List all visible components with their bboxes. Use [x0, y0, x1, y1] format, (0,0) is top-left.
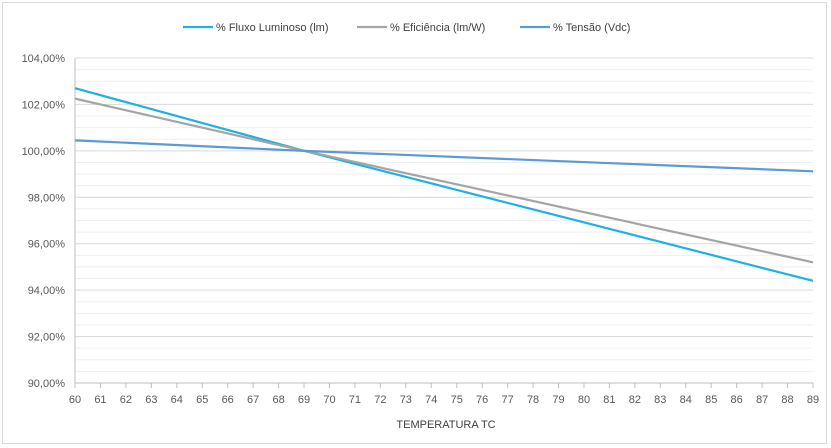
legend: % Fluxo Luminoso (lm) % Eficiência (lm/W)… [183, 22, 630, 34]
x-tick-label: 80 [578, 394, 590, 406]
x-tick-label: 82 [629, 394, 641, 406]
y-tick-label: 100,00% [22, 146, 66, 158]
x-tick-label: 79 [552, 394, 564, 406]
x-tick-label: 74 [425, 394, 437, 406]
legend-entry-label: % Eficiência (lm/W) [390, 22, 485, 34]
x-tick-label: 69 [298, 394, 310, 406]
x-tick-label: 87 [756, 394, 768, 406]
x-tick-label: 81 [603, 394, 615, 406]
y-tick-label: 90,00% [28, 378, 66, 390]
x-tick-label: 65 [196, 394, 208, 406]
y-tick-label: 92,00% [28, 332, 66, 344]
x-tick-label: 76 [476, 394, 488, 406]
axes [74, 58, 813, 384]
x-axis-title: TEMPERATURA TC [396, 419, 495, 431]
x-tick-label: 63 [145, 394, 157, 406]
x-tick-label: 68 [272, 394, 284, 406]
legend-entry-label: % Fluxo Luminoso (lm) [216, 22, 328, 34]
x-tick-label: 75 [451, 394, 463, 406]
x-tick-label: 85 [705, 394, 717, 406]
x-tick-label: 71 [349, 394, 361, 406]
y-tick-label: 104,00% [22, 53, 66, 65]
x-tick-label: 64 [171, 394, 183, 406]
chart-area [2, 2, 827, 444]
y-tick-label: 102,00% [22, 99, 66, 111]
x-tick-label: 77 [501, 394, 513, 406]
x-tick-label: 86 [731, 394, 743, 406]
x-tick-label: 78 [527, 394, 539, 406]
series-line-3 [74, 139, 814, 173]
x-tick-label: 73 [400, 394, 412, 406]
x-tick-label: 61 [94, 394, 106, 406]
x-tick-label: 72 [374, 394, 386, 406]
series-line-2 [74, 97, 814, 264]
series-lines [74, 87, 814, 282]
x-tick-label: 88 [781, 394, 793, 406]
x-axis-ticks: 60 61 62 63 64 65 66 67 68 69 70 71 72 73 74 75 76 77 78 79… [69, 383, 819, 406]
y-tick-label: 94,00% [28, 285, 66, 297]
x-tick-label: 67 [247, 394, 259, 406]
x-tick-label: 84 [680, 394, 692, 406]
x-tick-label: 83 [654, 394, 666, 406]
gridlines [75, 57, 813, 372]
x-tick-label: 60 [69, 394, 81, 406]
x-tick-label: 89 [807, 394, 819, 406]
x-tick-label: 70 [323, 394, 335, 406]
y-axis-ticks: 90,00% 92,00% 94,00% 96,00% 98,00% 100,00% 102… [22, 53, 66, 390]
x-tick-label: 62 [120, 394, 132, 406]
y-tick-label: 96,00% [28, 239, 66, 251]
series-line-1 [74, 87, 814, 282]
y-tick-label: 98,00% [28, 192, 66, 204]
x-tick-label: 66 [222, 394, 234, 406]
legend-entry-label: % Tensão (Vdc) [553, 22, 630, 34]
